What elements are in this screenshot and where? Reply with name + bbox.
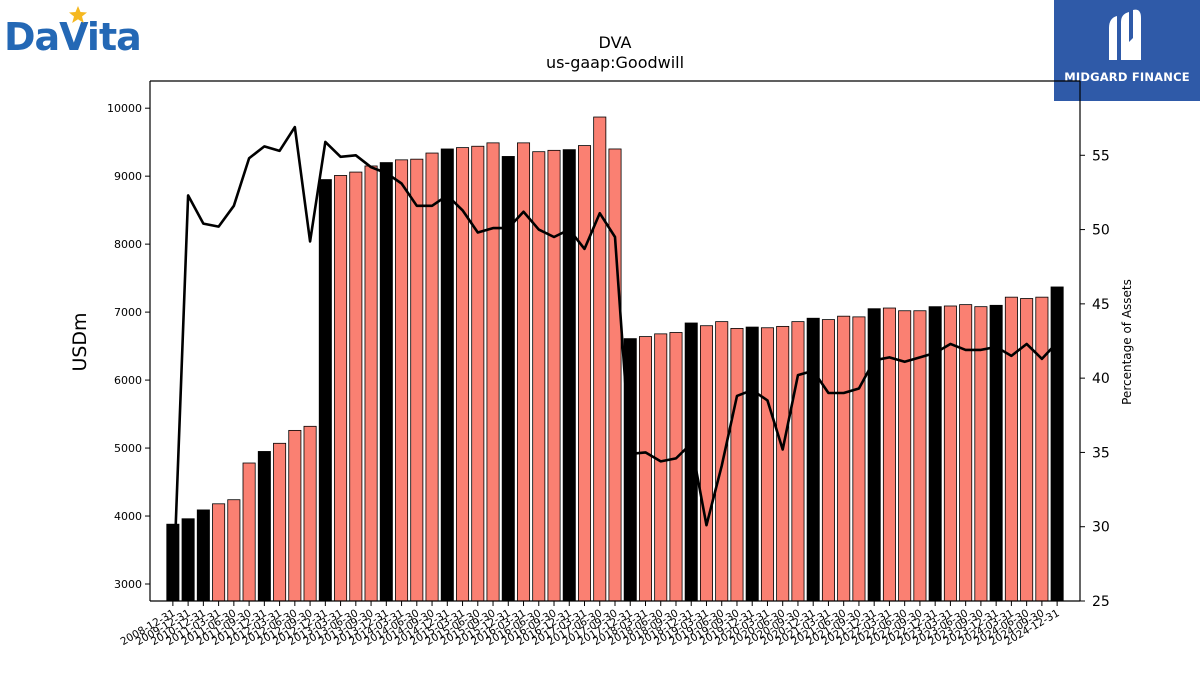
bar-2024-09-30	[1035, 296, 1049, 602]
bar-2014-12-31	[440, 148, 454, 602]
y2-axis-label: Percentage of Assets	[1120, 279, 1134, 405]
bar-2018-09-30	[669, 332, 683, 602]
bar-2022-03-31	[882, 307, 896, 602]
bar-2018-06-30	[654, 333, 668, 602]
midgard-finance-logo: MIDGARD FINANCE	[1054, 0, 1200, 101]
bar-2012-12-31	[318, 179, 332, 602]
y2-tick-label: 45	[1092, 297, 1110, 313]
bar-2022-06-30	[898, 310, 912, 602]
y-tick-label: 7000	[114, 306, 142, 319]
bar-2016-09-30	[547, 149, 561, 602]
bar-2017-09-30	[608, 148, 622, 602]
bar-2018-03-31	[638, 336, 652, 602]
bar-2017-06-30	[593, 116, 607, 602]
y-tick-label: 5000	[114, 442, 142, 455]
y2-tick-label: 55	[1092, 148, 1110, 164]
bar-2020-09-30	[791, 321, 805, 602]
bar-2019-09-30	[730, 328, 744, 602]
midgard-logo-mark	[1109, 9, 1141, 60]
bar-2015-09-30	[486, 142, 500, 602]
bar-2020-06-30	[776, 325, 790, 602]
bar-2013-06-30	[349, 171, 363, 602]
percentage-of-assets-line	[171, 125, 1059, 602]
y2-tick-label: 25	[1092, 594, 1110, 610]
y-tick-label: 6000	[114, 374, 142, 387]
bar-2010-12-31	[196, 509, 210, 602]
bar-2012-09-30	[303, 425, 317, 602]
y-tick-label: 9000	[114, 170, 142, 183]
bar-2015-06-30	[471, 145, 485, 602]
y2-tick-label: 50	[1092, 223, 1110, 239]
bar-2011-09-30	[242, 462, 256, 602]
bar-2011-06-30	[227, 499, 241, 602]
bar-2012-06-30	[288, 429, 302, 602]
bar-2013-12-31	[379, 162, 393, 602]
bar-2012-03-31	[273, 442, 287, 602]
star-icon	[69, 6, 87, 23]
bar-2014-09-30	[425, 152, 439, 602]
plot-area: 3000 4000 5000 6000 7000 8000 9000 10000 25 30 35 4…	[107, 80, 1110, 648]
midgard-logo-text: MIDGARD FINANCE	[1064, 70, 1190, 84]
bar-2019-03-31	[699, 325, 713, 602]
y-tick-label: 3000	[114, 578, 142, 591]
bar-2024-12-31	[1050, 286, 1064, 602]
davita-logo-graphic: DaVita	[4, 6, 142, 59]
chart-subtitle: us-gaap:Goodwill	[546, 53, 684, 72]
bar-2017-03-31	[578, 145, 592, 602]
bar-2013-03-31	[334, 175, 348, 602]
bar-2011-03-31	[212, 503, 226, 602]
bar-2023-03-31	[943, 305, 957, 602]
davita-logo: DaVita	[4, 4, 144, 60]
bar-2016-12-31	[562, 149, 576, 602]
bar-2011-12-31	[257, 451, 271, 602]
y-tick-label: 8000	[114, 238, 142, 251]
bar-2024-03-31	[1004, 296, 1018, 602]
y2-tick-label: 35	[1092, 445, 1110, 461]
bar-2014-06-30	[410, 158, 424, 602]
y2-tick-label: 30	[1092, 520, 1110, 536]
bar-2021-06-30	[837, 315, 851, 602]
midgard-emblem-icon	[1109, 9, 1141, 60]
bar-2013-09-30	[364, 165, 378, 602]
bar-2021-03-31	[821, 319, 835, 602]
bar-2020-03-31	[760, 327, 774, 602]
bar-2016-06-30	[532, 151, 546, 602]
y-tick-label: 10000	[107, 102, 142, 115]
bar-2019-12-31	[745, 326, 759, 602]
y-axis-label: USDm	[69, 312, 91, 371]
chart-title: DVA	[599, 33, 632, 52]
bar-2020-12-31	[806, 317, 820, 602]
y-tick-label: 4000	[114, 510, 142, 523]
bar-2009-12-31	[181, 518, 195, 602]
bar-2022-09-30	[913, 310, 927, 602]
bar-2021-12-31	[867, 308, 881, 602]
bar-2021-09-30	[852, 316, 866, 602]
y2-tick-label: 40	[1092, 371, 1110, 387]
bar-2014-03-31	[395, 159, 409, 602]
